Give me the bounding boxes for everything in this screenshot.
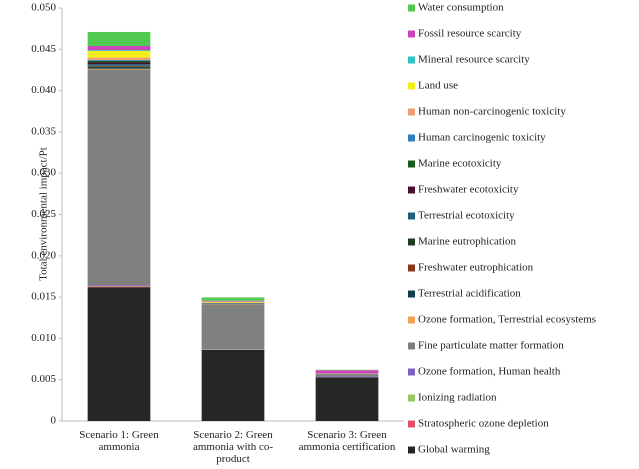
legend-label: Water consumption: [418, 2, 504, 14]
legend-swatch: [408, 316, 415, 324]
bar-segment: [87, 66, 151, 68]
bar-segment: [315, 374, 379, 377]
y-tick-label: 0.015: [31, 291, 56, 303]
y-tick-label: 0.025: [31, 208, 56, 220]
x-tick-label: Scenario 1: Green ammonia: [79, 429, 159, 453]
y-tick-label: 0.050: [31, 2, 56, 14]
bar-segment: [87, 287, 151, 421]
y-axis-label: Total environmental impact/Pt: [38, 147, 50, 281]
legend-swatch: [408, 290, 415, 298]
x-tick-label: Scenario 2: Green ammonia with co-produc…: [192, 429, 274, 465]
legend-swatch: [408, 30, 415, 38]
y-tick-label: 0: [51, 415, 57, 427]
bar-segment: [87, 60, 151, 61]
legend-swatch: [408, 160, 415, 168]
legend-swatch: [408, 212, 415, 220]
bar-segment: [315, 377, 379, 421]
legend-label: Terrestrial acidification: [418, 288, 521, 300]
bar-segment: [201, 301, 265, 303]
bar-segment: [87, 45, 151, 51]
legend-label: Global warming: [418, 444, 490, 456]
bar-segment: [315, 370, 379, 374]
legend-label: Marine ecotoxicity: [418, 158, 502, 170]
bar-segment: [87, 50, 151, 58]
legend-swatch: [408, 420, 415, 428]
legend-label: Stratospheric ozone depletion: [418, 418, 549, 430]
bar-segment: [87, 57, 151, 61]
legend-label: Terrestrial ecotoxicity: [418, 210, 515, 222]
bar-segment: [315, 376, 379, 378]
legend-swatch: [408, 134, 415, 142]
legend-label: Human carcinogenic toxicity: [418, 132, 546, 144]
bar-segment: [87, 286, 151, 288]
legend-label: Fossil resource scarcity: [418, 28, 522, 40]
bar-segment: [201, 300, 265, 302]
bar-segment: [201, 297, 265, 301]
y-tick-label: 0.020: [31, 249, 56, 261]
legend-label: Ozone formation, Human health: [418, 366, 561, 378]
bar-segment: [87, 67, 151, 69]
y-tick-label: 0.040: [31, 84, 56, 96]
bar-segment: [87, 62, 151, 65]
y-tick-label: 0.035: [31, 125, 56, 137]
bar-segment: [87, 69, 151, 286]
legend-label: Marine eutrophication: [418, 236, 517, 248]
legend-swatch: [408, 4, 415, 12]
bar-segment: [87, 285, 151, 286]
bar-segment: [87, 68, 151, 70]
legend-swatch: [408, 342, 415, 350]
legend-label: Fine particulate matter formation: [418, 340, 564, 352]
legend-swatch: [408, 264, 415, 272]
bar-segment: [87, 31, 151, 46]
legend-swatch: [408, 238, 415, 246]
legend-swatch: [408, 394, 415, 402]
legend-label: Mineral resource scarcity: [418, 54, 530, 66]
bar-segment: [201, 304, 265, 350]
y-tick-label: 0.005: [31, 373, 56, 385]
legend-swatch: [408, 82, 415, 90]
y-tick-label: 0.010: [31, 332, 56, 344]
bar-segment: [87, 60, 151, 63]
y-tick-label: 0.045: [31, 43, 56, 55]
bar-segment: [87, 50, 151, 51]
legend-label: Land use: [418, 80, 458, 92]
x-tick-label: Scenario 3: Green ammonia certification: [298, 429, 396, 453]
legend-label: Freshwater ecotoxicity: [418, 184, 519, 196]
legend-label: Ozone formation, Terrestrial ecosystems: [418, 314, 596, 326]
y-tick-label: 0.030: [31, 167, 56, 179]
legend-label: Ionizing radiation: [418, 392, 497, 404]
legend-swatch: [408, 446, 415, 454]
legend-swatch: [408, 108, 415, 116]
legend-swatch: [408, 368, 415, 376]
bar-segment: [201, 349, 265, 421]
legend-label: Human non-carcinogenic toxicity: [418, 106, 566, 118]
bar-segment: [87, 64, 151, 66]
legend-swatch: [408, 186, 415, 194]
legend-swatch: [408, 56, 415, 64]
legend-label: Freshwater eutrophication: [418, 262, 534, 274]
